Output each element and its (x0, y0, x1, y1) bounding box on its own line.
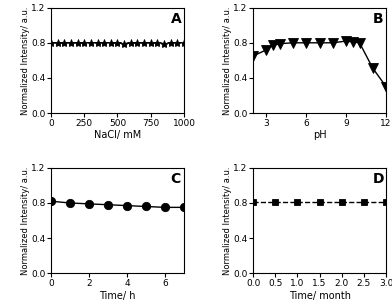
Text: B: B (373, 12, 383, 26)
X-axis label: NaCl/ mM: NaCl/ mM (94, 130, 141, 140)
Y-axis label: Normalized Intensity/ a.u.: Normalized Intensity/ a.u. (223, 6, 232, 115)
X-axis label: Time/ month: Time/ month (289, 290, 350, 301)
Y-axis label: Normalized Intensity/ a.u.: Normalized Intensity/ a.u. (21, 166, 30, 275)
Y-axis label: Normalized Intensity/ a.u.: Normalized Intensity/ a.u. (21, 6, 30, 115)
Y-axis label: Normalized Intensity/ a.u.: Normalized Intensity/ a.u. (223, 166, 232, 275)
Text: C: C (171, 172, 181, 186)
X-axis label: Time/ h: Time/ h (99, 290, 136, 301)
Text: D: D (373, 172, 384, 186)
Text: A: A (171, 12, 181, 26)
X-axis label: pH: pH (313, 130, 327, 140)
